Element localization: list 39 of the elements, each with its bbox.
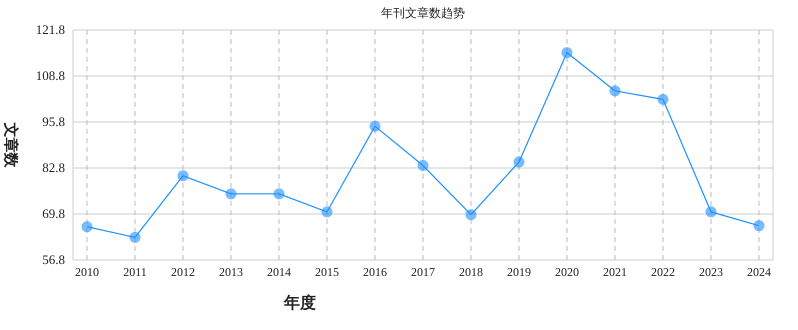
x-tick-label: 2012 bbox=[171, 265, 195, 279]
point bbox=[418, 160, 428, 172]
x-tick-label: 2011 bbox=[123, 265, 147, 279]
point bbox=[370, 120, 380, 132]
y-axis-title: 文章数 bbox=[2, 122, 20, 168]
x-tick-label: 2020 bbox=[555, 265, 579, 279]
x-tick-label: 2016 bbox=[363, 265, 387, 279]
point bbox=[130, 232, 140, 243]
point bbox=[274, 188, 284, 200]
point bbox=[178, 170, 188, 182]
x-tick-label: 2022 bbox=[651, 265, 675, 279]
x-tick-label: 2023 bbox=[699, 265, 723, 279]
y-tick-label: 56.8 bbox=[42, 252, 65, 267]
y-tick-label: 121.8 bbox=[36, 22, 65, 37]
x-tick-label: 2021 bbox=[603, 265, 627, 279]
x-tick-label: 2024 bbox=[747, 265, 771, 279]
x-tick-label: 2010 bbox=[75, 265, 99, 279]
x-tick-label: 2018 bbox=[459, 265, 483, 279]
point bbox=[82, 221, 92, 232]
y-tick-label: 69.8 bbox=[42, 206, 65, 221]
y-tick-label: 82.8 bbox=[42, 160, 65, 175]
point bbox=[514, 156, 524, 168]
x-tick-label: 2015 bbox=[315, 265, 339, 279]
point bbox=[610, 85, 620, 96]
x-tick-label: 2013 bbox=[219, 265, 243, 279]
point bbox=[658, 94, 668, 105]
point bbox=[706, 206, 716, 218]
point bbox=[754, 220, 764, 232]
x-tick-label: 2019 bbox=[507, 265, 531, 279]
point bbox=[562, 47, 572, 58]
chart-title: 年刊文章数趋势 bbox=[381, 6, 465, 20]
x-axis-title: 年度 bbox=[283, 293, 316, 312]
x-tick-label: 2014 bbox=[267, 265, 291, 279]
point bbox=[466, 209, 476, 220]
point bbox=[226, 188, 236, 200]
y-tick-label: 108.8 bbox=[36, 68, 65, 83]
point bbox=[322, 206, 332, 218]
x-tick-label: 2017 bbox=[411, 265, 435, 279]
y-tick-label: 95.8 bbox=[42, 114, 65, 129]
